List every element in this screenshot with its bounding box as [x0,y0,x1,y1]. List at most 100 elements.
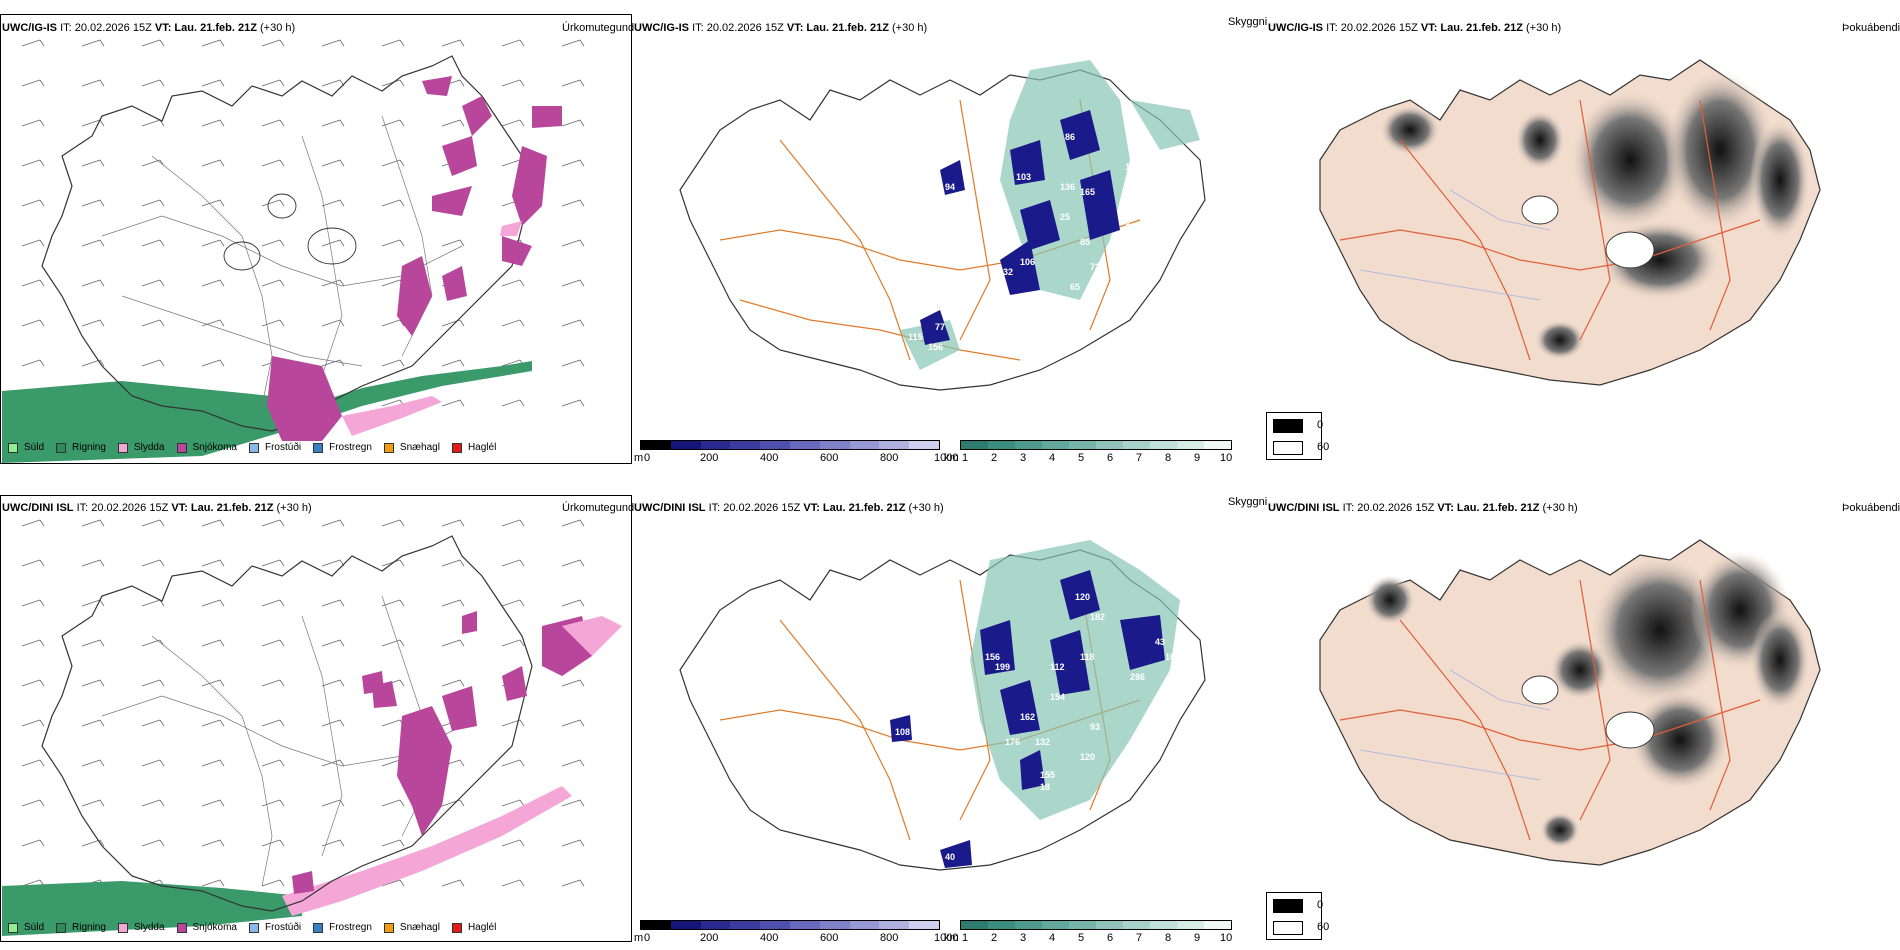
visibility-labels: 120 182 118 156 199 112 154 162 108 93 1… [895,592,1180,862]
valid-label: VT: [803,502,820,514]
sleet-areas [342,221,522,436]
svg-text:176: 176 [1005,737,1020,747]
fog-areas [1365,550,1810,848]
roads [1339,579,1761,841]
precip-legend-bottom: Súld Rigning Slydda Snjókoma Frostúði Fr… [8,922,508,933]
legend-item: Snæhagl [383,442,440,453]
model-name: UWC/DINI ISL [634,502,706,514]
valid-time: Lau. 21.feb. 21Z [1456,502,1540,514]
init-time: IT: 20.02.2026 15Z [692,22,784,34]
lead-time: (+30 h) [892,22,928,34]
glaciers [223,193,357,271]
model-name: UWC/IG-IS [1268,22,1323,34]
init-time: IT: 20.02.2026 15Z [60,22,152,34]
svg-text:49: 49 [1040,327,1050,337]
svg-text:156: 156 [985,652,1000,662]
visibility-km-ticks: km 1 2 3 4 5 6 7 8 9 10 [944,452,1233,464]
legend-item: Slydda [117,442,165,453]
model-name: UWC/DINI ISL [2,502,74,514]
fog-panel-bottom-header: UWC/DINI ISL IT: 20.02.2026 15Z VT: Lau.… [1268,502,1578,515]
svg-text:120: 120 [1075,592,1090,602]
model-name: UWC/IG-IS [634,22,689,34]
svg-text:132: 132 [998,267,1013,277]
svg-text:118: 118 [1080,652,1095,662]
visibility-m-areas [890,570,1165,868]
visibility-m-colorbar [640,440,940,450]
legend-item: Frostúði [248,442,301,453]
legend-swatch [383,442,394,453]
init-time: IT: 20.02.2026 15Z [708,502,801,514]
svg-text:102: 102 [1165,652,1180,662]
precip-panel-top-header: UWC/IG-IS IT: 20.02.2026 15Z VT: Lau. 21… [2,22,295,35]
panel-title: Þokuábendi [1842,22,1900,34]
svg-text:120: 120 [1000,232,1015,242]
legend-item: Haglél [451,922,496,933]
visibility-m-colorbar [640,920,940,930]
svg-text:103: 103 [1016,172,1031,182]
fog-panel-top-header: UWC/IG-IS IT: 20.02.2026 15Z VT: Lau. 21… [1268,22,1561,35]
iceland-outline [41,535,533,912]
svg-text:25: 25 [1060,212,1070,222]
svg-text:102: 102 [1125,162,1140,172]
fog-areas [1380,70,1810,360]
visibility-m-ticks: m 0 200 400 600 800 1000 [634,452,959,464]
valid-time: Lau. 21.feb. 21Z [1440,22,1523,34]
legend-swatch [56,922,67,933]
svg-text:86: 86 [1065,132,1075,142]
legend-swatch [8,442,18,453]
legend-swatch [117,442,128,453]
legend-item: Haglél [451,442,496,453]
legend-swatch [248,922,259,933]
visibility-km-colorbar [960,920,1232,930]
svg-text:77: 77 [935,322,945,332]
legend-swatch [176,922,187,933]
visibility-panel-top-header: UWC/IG-IS IT: 20.02.2026 15Z VT: Lau. 21… [634,22,927,35]
legend-item: Súld [8,922,44,933]
visibility-map-top: 86 103 94 136 165 25 85 73 65 53 49 120 … [679,60,1206,391]
fog-swatch-0 [1273,899,1303,913]
svg-text:43: 43 [1155,637,1165,647]
visibility-km-ticks: km 1 2 3 4 5 6 7 8 9 10 [944,932,1233,944]
legend-item: Snjókoma [176,922,237,933]
panel-title: Skyggni [1228,496,1268,508]
rain-area [2,881,302,936]
legend-item: Frostregn [313,442,372,453]
valid-time: Lau. 21.feb. 21Z [822,502,906,514]
fog-swatch-0 [1273,419,1303,433]
svg-text:85: 85 [1080,237,1090,247]
precip-map-bottom [2,519,622,936]
svg-text:112: 112 [1050,662,1065,672]
panel-title: Úrkomutegund [562,502,635,514]
valid-time: Lau. 21.feb. 21Z [174,22,257,34]
fog-swatch-60 [1273,441,1303,455]
legend-swatch [8,922,18,933]
svg-text:132: 132 [1035,737,1050,747]
legend-item: Rigning [56,442,106,453]
visibility-m-areas [920,110,1120,345]
visibility-panel-bottom-header: UWC/DINI ISL IT: 20.02.2026 15Z VT: Lau.… [634,502,944,515]
valid-label: VT: [786,22,804,34]
svg-text:156: 156 [928,342,943,352]
panel-title: Úrkomutegund [562,22,635,34]
svg-text:136: 136 [1060,182,1075,192]
sleet-area [282,786,572,916]
valid-time: Lau. 21.feb. 21Z [190,502,274,514]
svg-text:93: 93 [1090,722,1100,732]
svg-text:120: 120 [1080,752,1095,762]
svg-text:65: 65 [1070,282,1080,292]
valid-label: VT: [1437,502,1454,514]
legend-swatch [451,442,462,453]
fog-legend-bottom: 0 60 [1266,892,1329,940]
fog-swatch-60 [1273,921,1303,935]
lead-time: (+30 h) [908,502,944,514]
snow-areas [292,611,592,894]
visibility-m-ticks: m 0 200 400 600 800 1000 [634,932,959,944]
init-time: IT: 20.02.2026 15Z [1326,22,1418,34]
svg-text:154: 154 [1050,692,1065,702]
visibility-map-bottom: 120 182 118 156 199 112 154 162 108 93 1… [679,540,1206,871]
panel-title: Skyggni [1228,16,1268,28]
svg-text:106: 106 [1020,257,1035,267]
svg-text:165: 165 [1080,187,1095,197]
lead-time: (+30 h) [1542,502,1578,514]
svg-text:108: 108 [895,727,910,737]
